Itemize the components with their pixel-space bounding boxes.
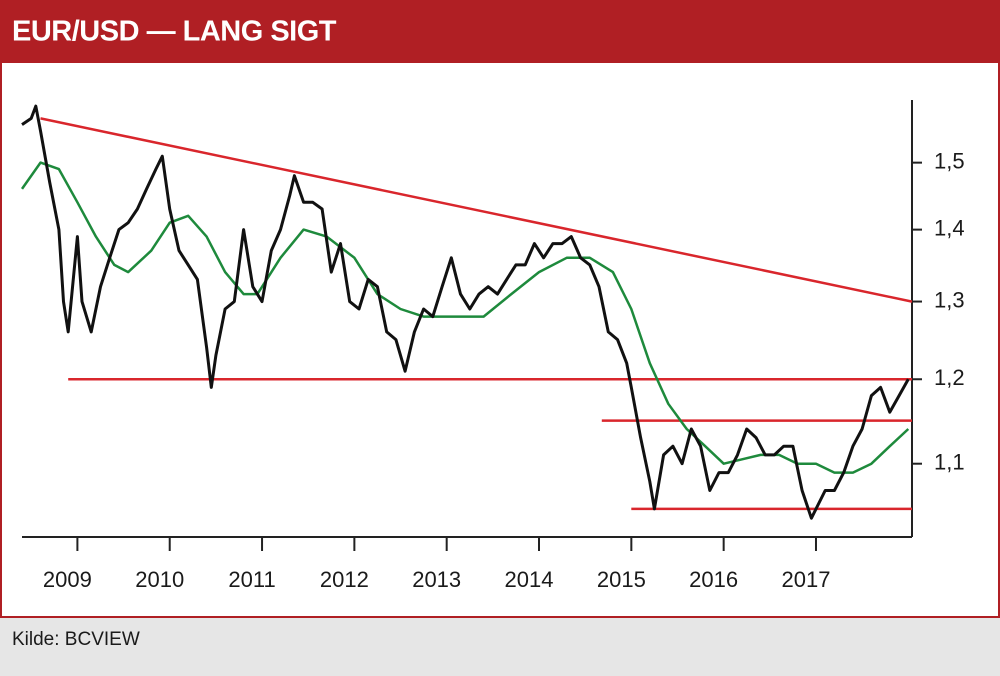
x-tick-label: 2011 [228, 567, 275, 592]
plot-frame [0, 61, 1000, 618]
y-tick-label: 1,5 [934, 148, 965, 173]
source: Kilde: BCVIEW [12, 629, 140, 650]
footer-bar [0, 618, 1000, 676]
x-tick-label: 2014 [505, 567, 554, 592]
line-series [21, 104, 910, 520]
line-series [40, 117, 913, 303]
y-tick-label: 1,1 [934, 450, 965, 475]
y-tick-label: 1,3 [934, 287, 965, 312]
y-tick-label: 1,4 [934, 215, 965, 240]
y-tick-label: 1,2 [934, 365, 965, 390]
x-tick-label: 2012 [320, 567, 369, 592]
x-tick-label: 2017 [782, 567, 831, 592]
chart-title: EUR/USD — LANG SIGT [12, 16, 337, 48]
x-tick-label: 2013 [412, 567, 461, 592]
x-tick-label: 2016 [689, 567, 738, 592]
x-tick-label: 2010 [135, 567, 184, 592]
x-tick-label: 2015 [597, 567, 646, 592]
header-bar [0, 0, 1000, 62]
x-tick-label: 2009 [43, 567, 92, 592]
